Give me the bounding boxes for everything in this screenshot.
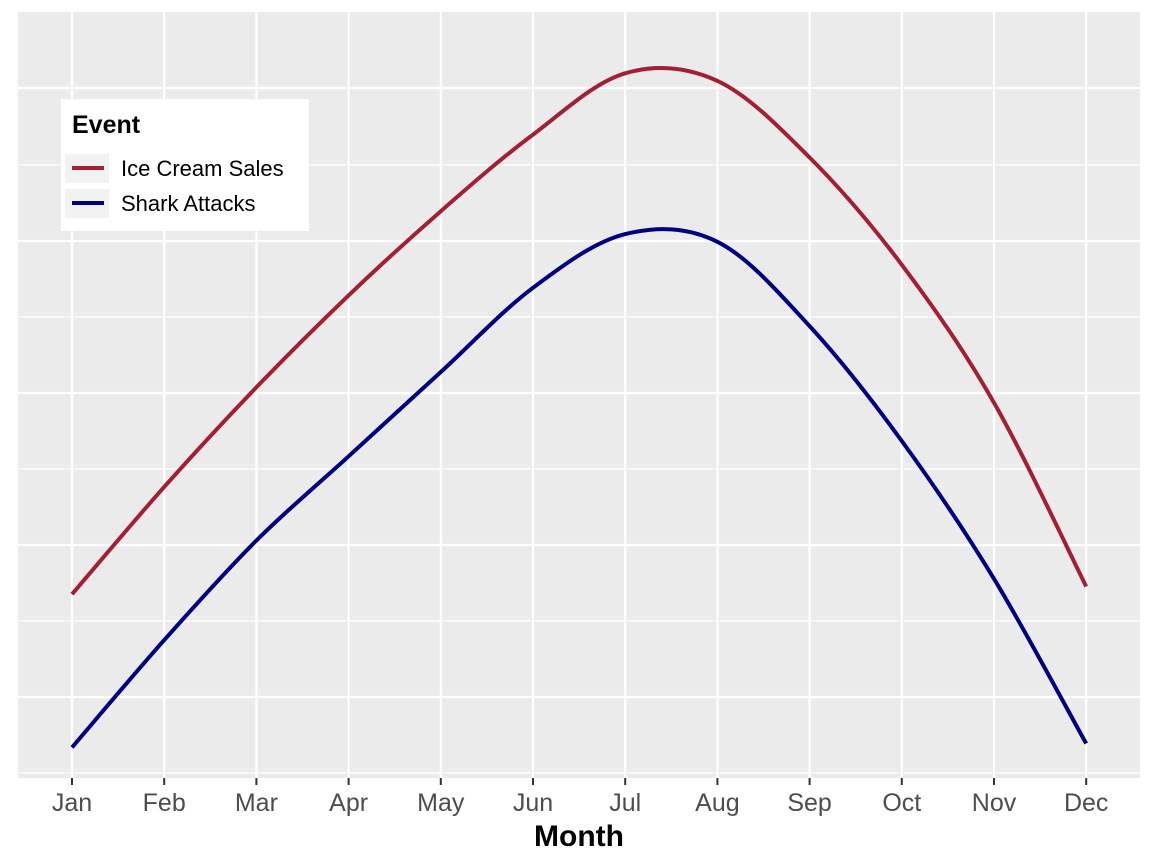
- x-tick-label-sep: Sep: [787, 789, 831, 817]
- x-axis-title: Month: [534, 820, 624, 853]
- x-tick-label-apr: Apr: [329, 789, 368, 817]
- legend: Event Ice Cream Sales Shark Attacks: [61, 99, 309, 231]
- x-tick-label-may: May: [417, 789, 465, 817]
- legend-title: Event: [72, 111, 141, 139]
- legend-label-shark-attacks: Shark Attacks: [121, 191, 256, 216]
- grid-major: [18, 12, 1140, 778]
- x-axis-ticks: [71, 778, 1088, 785]
- legend-items: Ice Cream Sales Shark Attacks: [65, 154, 284, 218]
- x-axis-tick-labels: Jan Feb Mar Apr May Jun Jul Aug Sep Oct Nov Dec: [52, 789, 1109, 817]
- x-tick-label-aug: Aug: [695, 789, 739, 817]
- x-tick-label-jan: Jan: [52, 789, 92, 817]
- x-tick-label-feb: Feb: [143, 789, 186, 817]
- x-tick-label-dec: Dec: [1064, 789, 1108, 817]
- x-tick-label-nov: Nov: [972, 789, 1017, 817]
- series-line-shark-attacks: [70, 227, 1088, 749]
- x-tick-label-mar: Mar: [235, 789, 278, 817]
- series-line-ice-cream-sales: [70, 66, 1088, 596]
- x-tick-label-oct: Oct: [882, 789, 921, 817]
- x-tick-label-jul: Jul: [609, 789, 641, 817]
- x-tick-label-jun: Jun: [513, 789, 553, 817]
- series-lines: [70, 66, 1088, 749]
- legend-label-ice-cream-sales: Ice Cream Sales: [121, 156, 284, 181]
